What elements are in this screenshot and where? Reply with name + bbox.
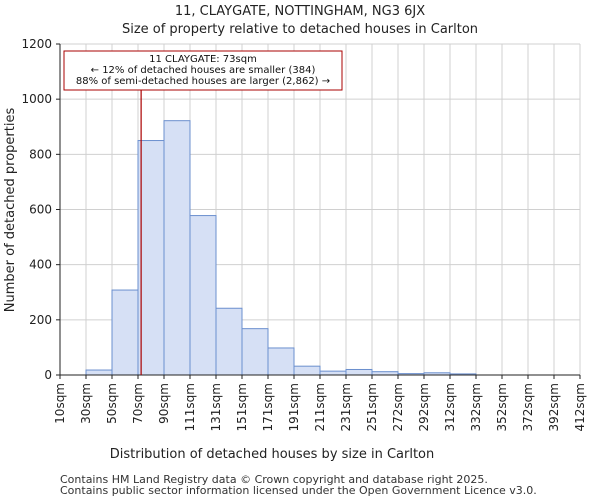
y-tick-label: 0 [44, 368, 52, 382]
x-tick-label: 50sqm [105, 383, 119, 424]
annotation-border [63, 50, 343, 91]
x-tick-label: 231sqm [339, 383, 353, 431]
x-tick-label: 312sqm [443, 383, 457, 431]
bar-231sqm [345, 368, 373, 376]
footer-line2: Contains public sector information licen… [60, 484, 537, 497]
bar-70sqm [137, 140, 165, 376]
bars-group [85, 120, 477, 376]
x-tick-label: 211sqm [313, 383, 327, 431]
annotation-line1: 11 CLAYGATE: 73sqm [149, 54, 257, 65]
bar-50sqm [111, 289, 139, 376]
y-tick-label: 600 [29, 203, 52, 217]
annotation-line2: ← 12% of detached houses are smaller (38… [91, 65, 316, 76]
x-tick-label: 251sqm [365, 383, 379, 431]
x-axis: 10sqm 30sqm 50sqm 70sqm 90sqm 111sqm 131sqm 151… [53, 374, 587, 431]
annotation-box: 11 CLAYGATE: 73sqm ← 12% of detached hou… [63, 50, 343, 91]
footer-line1: Contains HM Land Registry data © Crown c… [60, 473, 488, 486]
annotation-line3: 88% of semi-detached houses are larger (… [76, 76, 330, 87]
bar-90sqm [163, 120, 191, 376]
bar-151sqm [241, 328, 269, 376]
x-tick-label: 131sqm [209, 383, 223, 431]
y-tick-label: 800 [29, 147, 52, 161]
x-tick-label: 372sqm [521, 383, 535, 431]
y-tick-label: 1200 [21, 37, 52, 51]
x-tick-label: 151sqm [235, 383, 249, 431]
x-tick-label: 111sqm [183, 383, 197, 431]
x-axis-label: Distribution of detached houses by size … [110, 447, 435, 462]
y-axis-label: Number of detached properties [3, 108, 18, 313]
x-tick-label: 30sqm [79, 383, 93, 424]
x-tick-label: 171sqm [261, 383, 275, 431]
chart-title-line2: Size of property relative to detached ho… [122, 22, 478, 37]
chart-title-line1: 11, CLAYGATE, NOTTINGHAM, NG3 6JX [175, 4, 425, 19]
x-tick-label: 90sqm [157, 383, 171, 424]
x-tick-label: 10sqm [53, 383, 67, 424]
y-axis: 0 200 400 600 800 1000 1200 [21, 37, 61, 382]
bar-191sqm [293, 365, 321, 376]
x-tick-label: 352sqm [495, 383, 509, 431]
x-tick-label: 191sqm [287, 383, 301, 431]
y-tick-label: 200 [29, 313, 52, 327]
y-tick-label: 400 [29, 258, 52, 272]
bar-171sqm [267, 347, 295, 376]
y-tick-label: 1000 [21, 92, 52, 106]
x-tick-label: 412sqm [573, 383, 587, 431]
bar-111sqm [189, 215, 217, 376]
bar-211sqm [319, 370, 347, 376]
x-tick-label: 392sqm [547, 383, 561, 431]
x-tick-label: 272sqm [391, 383, 405, 431]
bar-131sqm [215, 307, 243, 376]
x-tick-label: 332sqm [469, 383, 483, 431]
x-tick-label: 70sqm [131, 383, 145, 424]
x-tick-label: 292sqm [417, 383, 431, 431]
bar-30sqm [85, 369, 113, 376]
